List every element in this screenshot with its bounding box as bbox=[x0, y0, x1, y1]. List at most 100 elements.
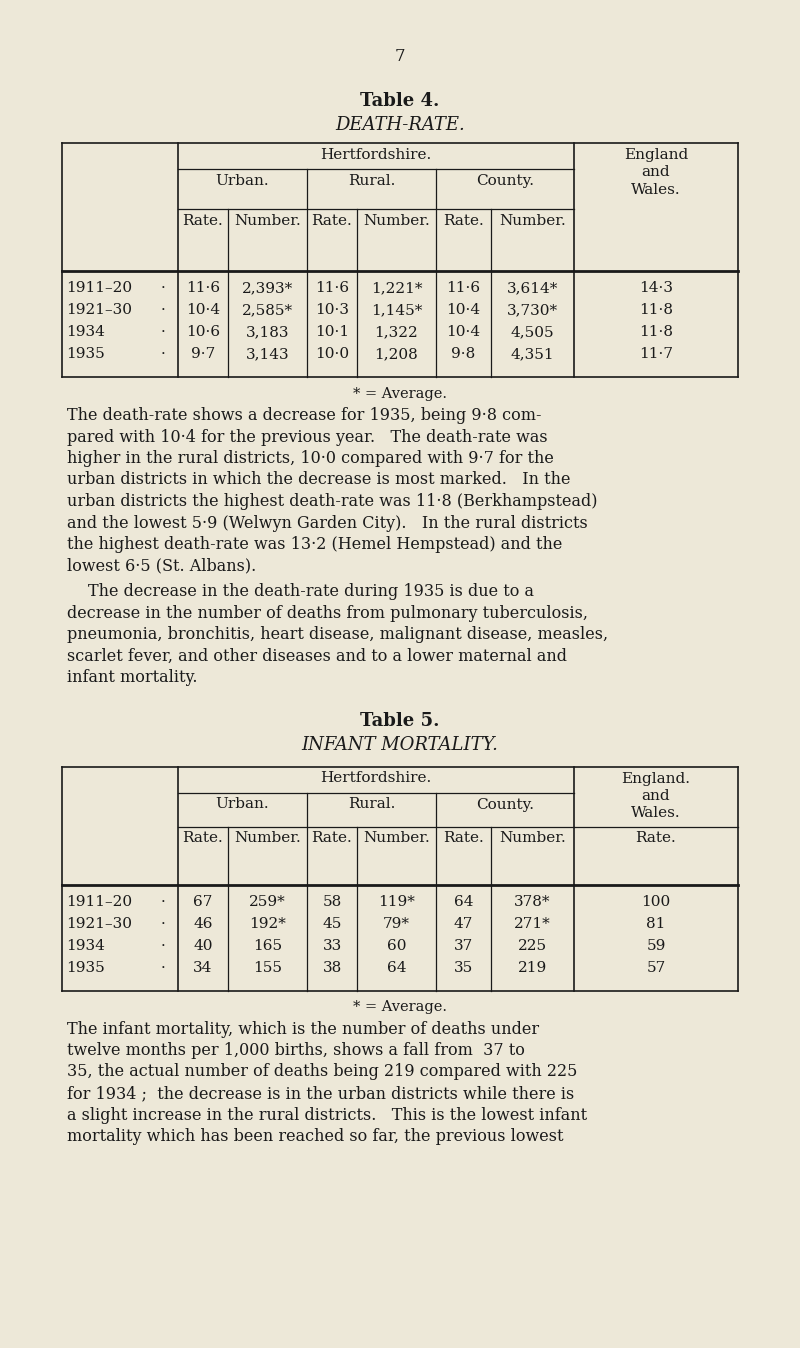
Text: 10·4: 10·4 bbox=[446, 325, 481, 338]
Text: pneumonia, bronchitis, heart disease, malignant disease, measles,: pneumonia, bronchitis, heart disease, ma… bbox=[67, 625, 608, 643]
Text: England
and
Wales.: England and Wales. bbox=[624, 148, 688, 197]
Text: 1934: 1934 bbox=[66, 325, 105, 338]
Text: higher in the rural districts, 10·0 compared with 9·7 for the: higher in the rural districts, 10·0 comp… bbox=[67, 450, 554, 466]
Text: ·: · bbox=[161, 303, 166, 317]
Text: County.: County. bbox=[476, 798, 534, 811]
Text: Urban.: Urban. bbox=[216, 798, 270, 811]
Text: 271*: 271* bbox=[514, 917, 551, 930]
Text: 7: 7 bbox=[394, 49, 406, 65]
Text: a slight increase in the rural districts.   This is the lowest infant: a slight increase in the rural districts… bbox=[67, 1107, 587, 1123]
Text: 11·8: 11·8 bbox=[639, 325, 673, 338]
Text: 33: 33 bbox=[322, 938, 342, 953]
Text: The decrease in the death-rate during 1935 is due to a: The decrease in the death-rate during 19… bbox=[88, 582, 534, 600]
Text: 10·3: 10·3 bbox=[315, 303, 349, 317]
Text: 1921–30: 1921–30 bbox=[66, 917, 132, 930]
Text: Number.: Number. bbox=[363, 214, 430, 228]
Text: 3,183: 3,183 bbox=[246, 325, 290, 338]
Text: ·: · bbox=[161, 961, 166, 975]
Text: Number.: Number. bbox=[499, 214, 566, 228]
Text: 10·1: 10·1 bbox=[315, 325, 349, 338]
Text: 1,208: 1,208 bbox=[374, 346, 418, 361]
Text: * = Average.: * = Average. bbox=[353, 1000, 447, 1015]
Text: 10·6: 10·6 bbox=[186, 325, 220, 338]
Text: ·: · bbox=[161, 346, 166, 361]
Text: 119*: 119* bbox=[378, 895, 415, 909]
Text: 10·0: 10·0 bbox=[315, 346, 349, 361]
Text: The infant mortality, which is the number of deaths under: The infant mortality, which is the numbe… bbox=[67, 1020, 539, 1038]
Text: County.: County. bbox=[476, 174, 534, 187]
Text: 81: 81 bbox=[646, 917, 666, 930]
Text: mortality which has been reached so far, the previous lowest: mortality which has been reached so far,… bbox=[67, 1128, 563, 1144]
Text: DEATH-RATE.: DEATH-RATE. bbox=[335, 116, 465, 133]
Text: ·: · bbox=[161, 325, 166, 338]
Text: 11·6: 11·6 bbox=[315, 280, 349, 295]
Text: 1921–30: 1921–30 bbox=[66, 303, 132, 317]
Text: 1,221*: 1,221* bbox=[370, 280, 422, 295]
Text: Rate.: Rate. bbox=[312, 832, 352, 845]
Text: 219: 219 bbox=[518, 961, 547, 975]
Text: ·: · bbox=[161, 280, 166, 295]
Text: 2,393*: 2,393* bbox=[242, 280, 293, 295]
Text: the highest death-rate was 13·2 (Hemel Hempstead) and the: the highest death-rate was 13·2 (Hemel H… bbox=[67, 537, 562, 553]
Text: Rate.: Rate. bbox=[312, 214, 352, 228]
Text: Number.: Number. bbox=[499, 832, 566, 845]
Text: Rural.: Rural. bbox=[348, 798, 395, 811]
Text: 10·4: 10·4 bbox=[186, 303, 220, 317]
Text: 60: 60 bbox=[386, 938, 406, 953]
Text: 378*: 378* bbox=[514, 895, 550, 909]
Text: pared with 10·4 for the previous year.   The death-rate was: pared with 10·4 for the previous year. T… bbox=[67, 429, 548, 445]
Text: 11·6: 11·6 bbox=[186, 280, 220, 295]
Text: Rate.: Rate. bbox=[443, 214, 484, 228]
Text: Rate.: Rate. bbox=[636, 832, 676, 845]
Text: 4,351: 4,351 bbox=[510, 346, 554, 361]
Text: 9·8: 9·8 bbox=[451, 346, 476, 361]
Text: 57: 57 bbox=[646, 961, 666, 975]
Text: The death-rate shows a decrease for 1935, being 9·8 com-: The death-rate shows a decrease for 1935… bbox=[67, 407, 542, 425]
Text: 35: 35 bbox=[454, 961, 473, 975]
Text: 1,145*: 1,145* bbox=[371, 303, 422, 317]
Text: 1911–20: 1911–20 bbox=[66, 895, 132, 909]
Text: 64: 64 bbox=[386, 961, 406, 975]
Text: 64: 64 bbox=[454, 895, 474, 909]
Text: lowest 6·5 (St. Albans).: lowest 6·5 (St. Albans). bbox=[67, 558, 256, 574]
Text: 100: 100 bbox=[642, 895, 670, 909]
Text: Rural.: Rural. bbox=[348, 174, 395, 187]
Text: Number.: Number. bbox=[234, 214, 301, 228]
Text: 165: 165 bbox=[253, 938, 282, 953]
Text: 38: 38 bbox=[322, 961, 342, 975]
Text: * = Average.: * = Average. bbox=[353, 387, 447, 400]
Text: 1,322: 1,322 bbox=[374, 325, 418, 338]
Text: Number.: Number. bbox=[234, 832, 301, 845]
Text: Hertfordshire.: Hertfordshire. bbox=[320, 771, 432, 786]
Text: decrease in the number of deaths from pulmonary tuberculosis,: decrease in the number of deaths from pu… bbox=[67, 604, 588, 621]
Text: 3,730*: 3,730* bbox=[507, 303, 558, 317]
Text: Number.: Number. bbox=[363, 832, 430, 845]
Text: Table 4.: Table 4. bbox=[360, 92, 440, 111]
Text: urban districts in which the decrease is most marked.   In the: urban districts in which the decrease is… bbox=[67, 472, 570, 488]
Text: 58: 58 bbox=[322, 895, 342, 909]
Text: 9·7: 9·7 bbox=[191, 346, 215, 361]
Text: 67: 67 bbox=[194, 895, 213, 909]
Text: 47: 47 bbox=[454, 917, 473, 930]
Text: Rate.: Rate. bbox=[182, 832, 223, 845]
Text: ·: · bbox=[161, 895, 166, 909]
Text: 79*: 79* bbox=[383, 917, 410, 930]
Text: Rate.: Rate. bbox=[443, 832, 484, 845]
Text: 3,143: 3,143 bbox=[246, 346, 290, 361]
Text: 1934: 1934 bbox=[66, 938, 105, 953]
Text: ·: · bbox=[161, 917, 166, 930]
Text: 46: 46 bbox=[194, 917, 213, 930]
Text: and the lowest 5·9 (Welwyn Garden City).   In the rural districts: and the lowest 5·9 (Welwyn Garden City).… bbox=[67, 515, 588, 531]
Text: 259*: 259* bbox=[249, 895, 286, 909]
Text: 4,505: 4,505 bbox=[510, 325, 554, 338]
Text: 11·8: 11·8 bbox=[639, 303, 673, 317]
Text: Rate.: Rate. bbox=[182, 214, 223, 228]
Text: urban districts the highest death-rate was 11·8 (Berkhampstead): urban districts the highest death-rate w… bbox=[67, 493, 598, 510]
Text: ·: · bbox=[161, 938, 166, 953]
Text: 3,614*: 3,614* bbox=[507, 280, 558, 295]
Text: 59: 59 bbox=[646, 938, 666, 953]
Text: 45: 45 bbox=[322, 917, 342, 930]
Text: 14·3: 14·3 bbox=[639, 280, 673, 295]
Text: 192*: 192* bbox=[249, 917, 286, 930]
Text: infant mortality.: infant mortality. bbox=[67, 669, 198, 686]
